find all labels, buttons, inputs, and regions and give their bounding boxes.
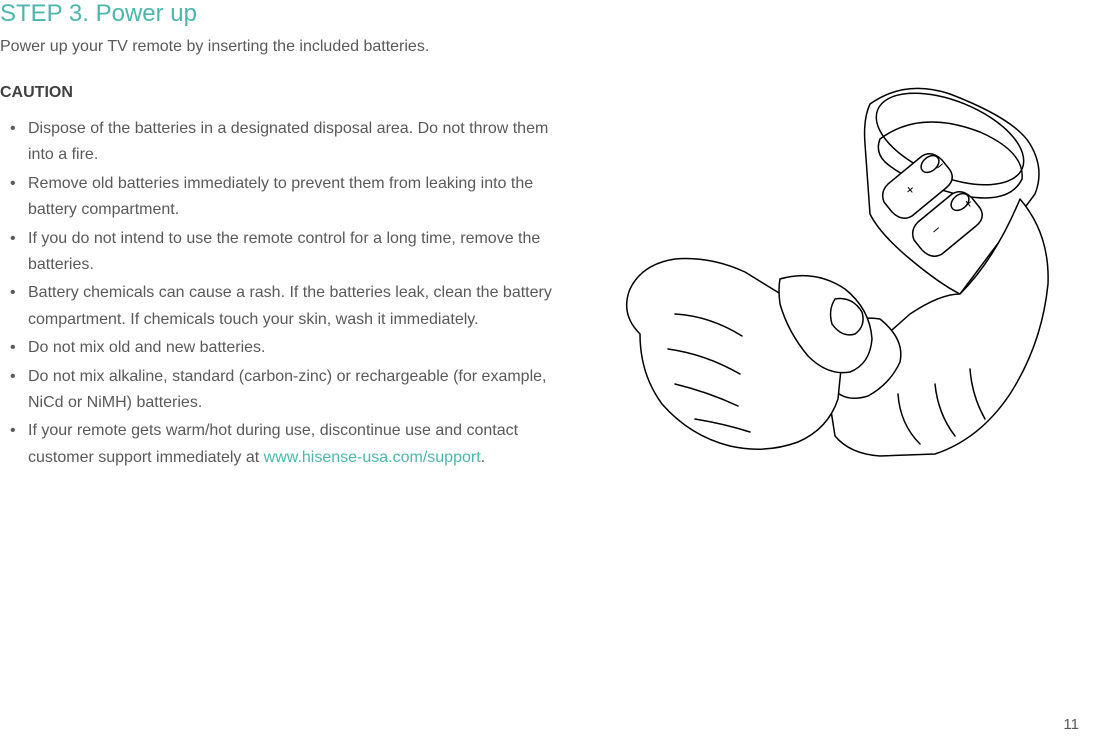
- list-item-after: .: [481, 449, 485, 466]
- content-row: CAUTION Dispose of the batteries in a de…: [0, 84, 1097, 473]
- caution-heading: CAUTION: [0, 84, 560, 102]
- text-column: CAUTION Dispose of the batteries in a de…: [0, 84, 560, 473]
- page-title: STEP 3. Power up: [0, 0, 1097, 38]
- hands-batteries-illustration: + − − +: [580, 84, 1060, 464]
- illustration-column: + − − +: [580, 84, 1097, 473]
- list-item: If you do not intend to use the remote c…: [28, 226, 560, 279]
- list-item: Do not mix alkaline, standard (carbon-zi…: [28, 364, 560, 417]
- page-number: 11: [1063, 716, 1079, 733]
- list-item: Dispose of the batteries in a designated…: [28, 116, 560, 169]
- list-item: Remove old batteries immediately to prev…: [28, 171, 560, 224]
- intro-text: Power up your TV remote by inserting the…: [0, 38, 1097, 56]
- support-link[interactable]: www.hisense-usa.com/support: [264, 449, 481, 466]
- list-item: Do not mix old and new batteries.: [28, 335, 560, 361]
- list-item: If your remote gets warm/hot during use,…: [28, 418, 560, 471]
- caution-list: Dispose of the batteries in a designated…: [0, 116, 560, 471]
- list-item: Battery chemicals can cause a rash. If t…: [28, 280, 560, 333]
